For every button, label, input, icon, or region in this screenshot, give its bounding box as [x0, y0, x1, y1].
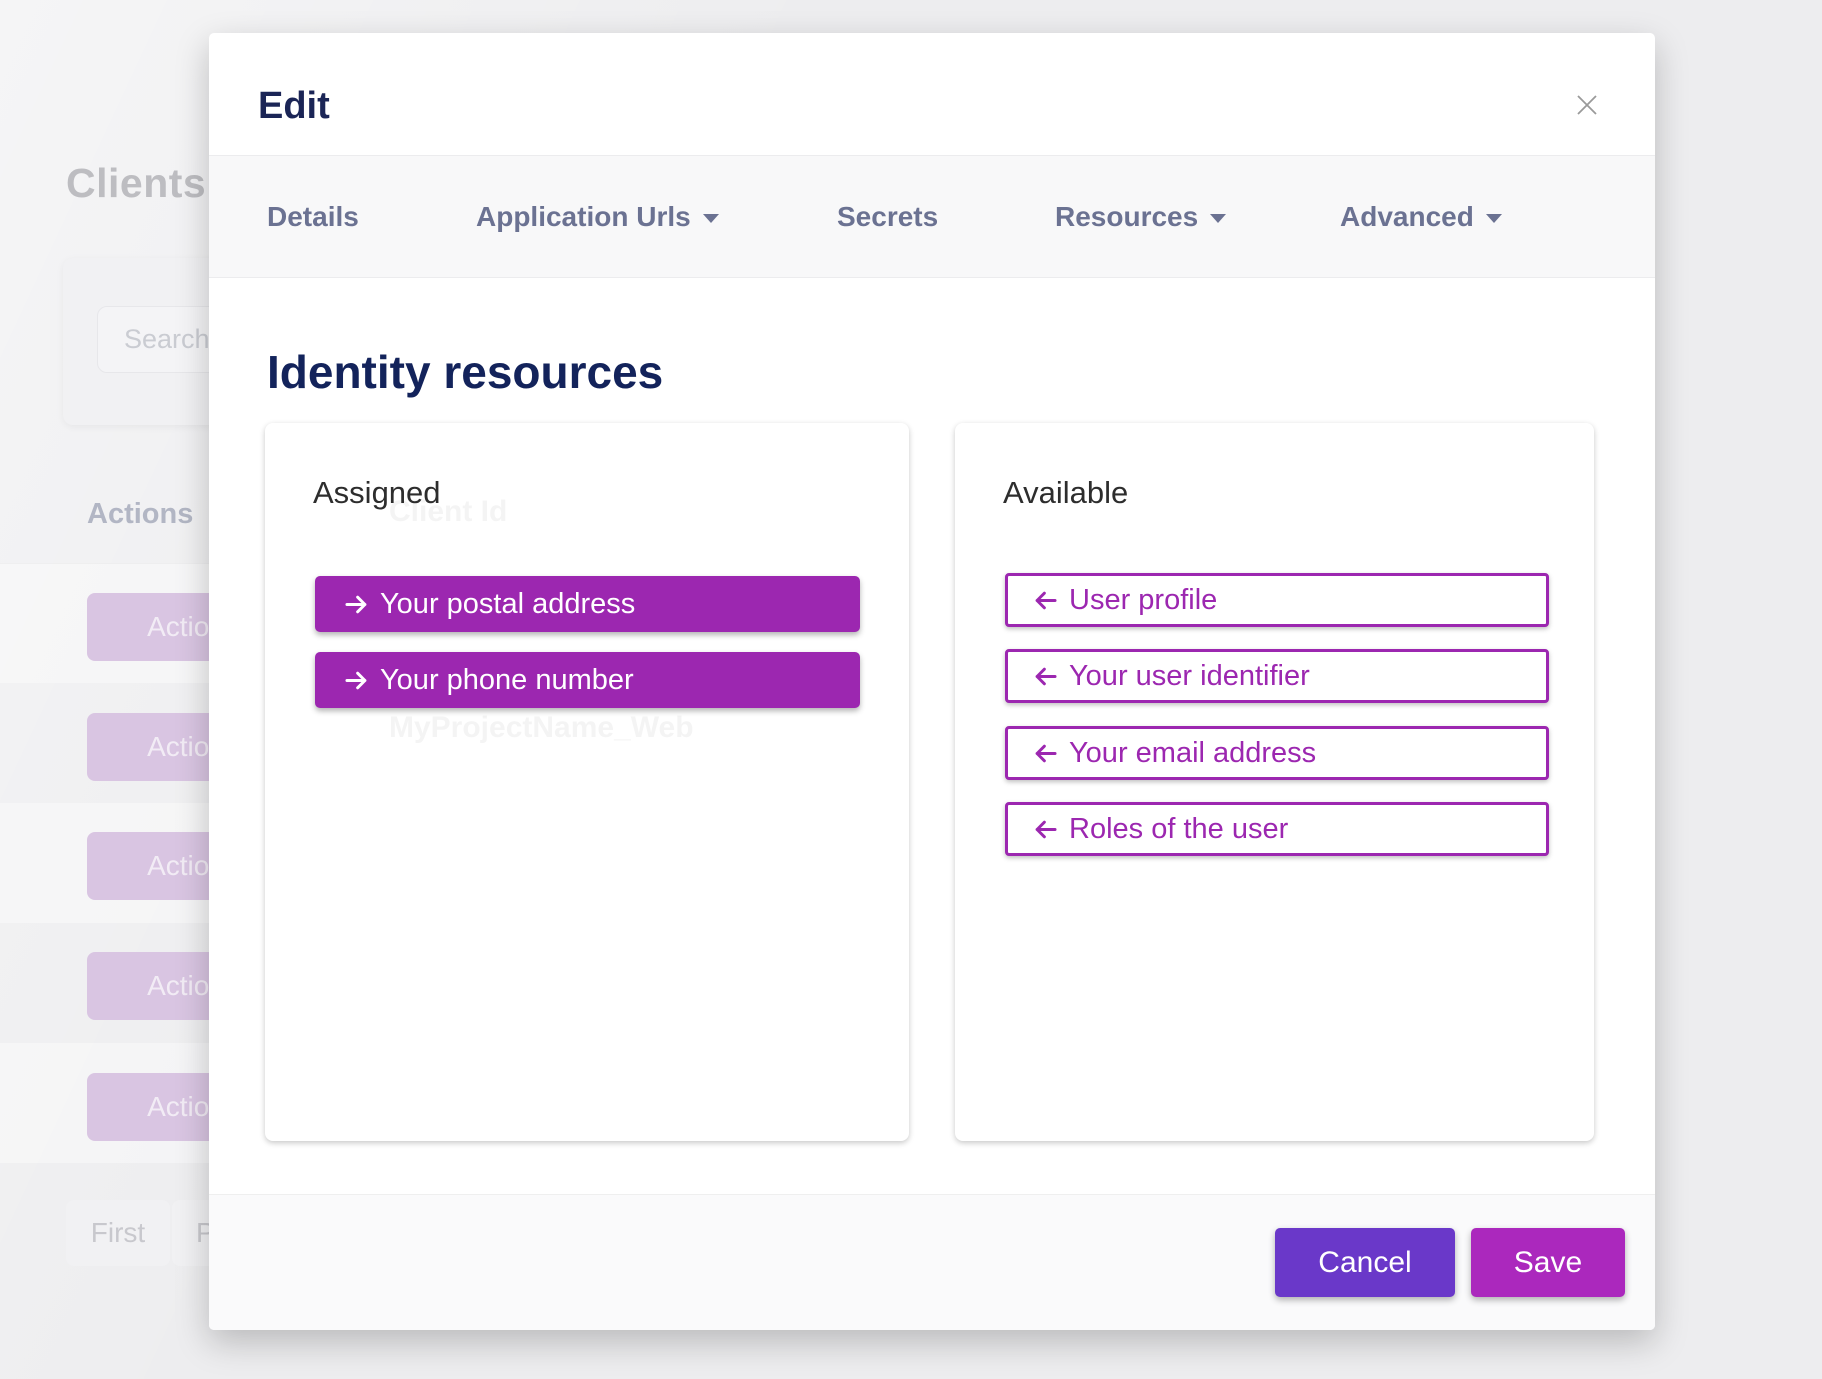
- modal-tab-bar: Details Application Urls Secrets Resourc…: [209, 155, 1655, 278]
- arrow-right-icon: [343, 667, 370, 694]
- tab-secrets[interactable]: Secrets: [837, 156, 938, 277]
- arrow-left-icon: [1032, 740, 1059, 767]
- tab-advanced[interactable]: Advanced: [1340, 156, 1502, 277]
- tab-label: Details: [267, 200, 359, 232]
- available-resource-your-user-identifier[interactable]: Your user identifier: [1005, 649, 1549, 703]
- arrow-left-icon: [1032, 587, 1059, 614]
- available-resource-roles-of-the-user[interactable]: Roles of the user: [1005, 802, 1549, 856]
- ghost-text: MyProjectName_Web: [389, 711, 694, 744]
- arrow-left-icon: [1032, 816, 1059, 843]
- resource-label: Roles of the user: [1069, 812, 1289, 845]
- resource-label: User profile: [1069, 583, 1218, 616]
- pagination-first-button[interactable]: First: [66, 1200, 170, 1266]
- resource-label: Your user identifier: [1069, 659, 1310, 692]
- available-panel: Available User profile Your user identif…: [955, 423, 1594, 1141]
- arrow-right-icon: [343, 591, 370, 618]
- available-panel-title: Available: [1003, 475, 1129, 510]
- cancel-button[interactable]: Cancel: [1275, 1228, 1455, 1297]
- tab-application-urls[interactable]: Application Urls: [476, 156, 719, 277]
- section-title: Identity resources: [267, 346, 664, 398]
- available-resource-user-profile[interactable]: User profile: [1005, 573, 1549, 627]
- assigned-panel-title: Assigned: [313, 475, 441, 510]
- resource-label: Your email address: [1069, 736, 1317, 769]
- chevron-down-icon: [1210, 214, 1227, 223]
- assigned-resource-your-phone-number[interactable]: Your phone number: [315, 652, 860, 708]
- resource-label: Your postal address: [380, 587, 636, 620]
- tab-resources[interactable]: Resources: [1055, 156, 1227, 277]
- actions-column-header: Actions: [87, 498, 194, 530]
- available-resource-your-email-address[interactable]: Your email address: [1005, 726, 1549, 780]
- assigned-panel: Assigned Client Id MyProject_Client_Web_…: [265, 423, 909, 1141]
- assigned-resource-your-postal-address[interactable]: Your postal address: [315, 576, 860, 632]
- tab-details[interactable]: Details: [267, 156, 359, 277]
- tab-label: Advanced: [1340, 200, 1474, 232]
- tab-label: Application Urls: [476, 200, 691, 232]
- chevron-down-icon: [1485, 214, 1502, 223]
- edit-client-modal: Edit Details Application Urls Secrets Re…: [209, 33, 1655, 1330]
- chevron-down-icon: [702, 214, 719, 223]
- modal-header: Edit: [209, 33, 1655, 155]
- save-button[interactable]: Save: [1471, 1228, 1625, 1297]
- page-title: Clients: [66, 160, 207, 206]
- resource-label: Your phone number: [380, 663, 634, 696]
- table-header-divider: [0, 563, 209, 564]
- ghost-text: Client Id: [389, 495, 508, 528]
- modal-title: Edit: [258, 85, 330, 127]
- tab-label: Resources: [1055, 200, 1199, 232]
- arrow-left-icon: [1032, 663, 1059, 690]
- close-icon[interactable]: [1571, 89, 1603, 121]
- tab-label: Secrets: [837, 200, 939, 232]
- modal-footer: Cancel Save: [209, 1194, 1655, 1330]
